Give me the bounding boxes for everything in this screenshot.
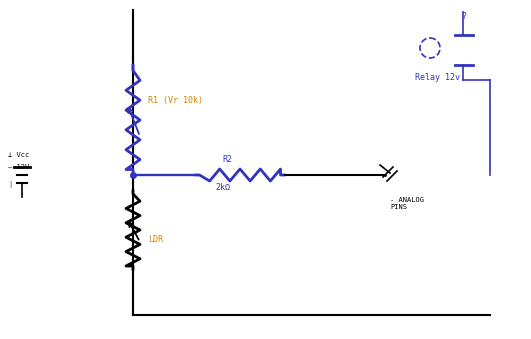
Text: Relay 12v: Relay 12v [415,73,460,82]
Text: R1 (Vr 10k): R1 (Vr 10k) [148,96,203,104]
Text: LDR: LDR [148,236,163,244]
Text: - ANALOG
PINS: - ANALOG PINS [390,197,424,210]
Text: ⊥ Vcc: ⊥ Vcc [8,152,29,158]
Text: ?: ? [461,12,466,21]
Text: 2kΩ: 2kΩ [215,182,230,192]
Text: |: | [8,181,12,188]
Text: R2: R2 [222,156,232,164]
Text: — 12V: — 12V [8,164,29,170]
